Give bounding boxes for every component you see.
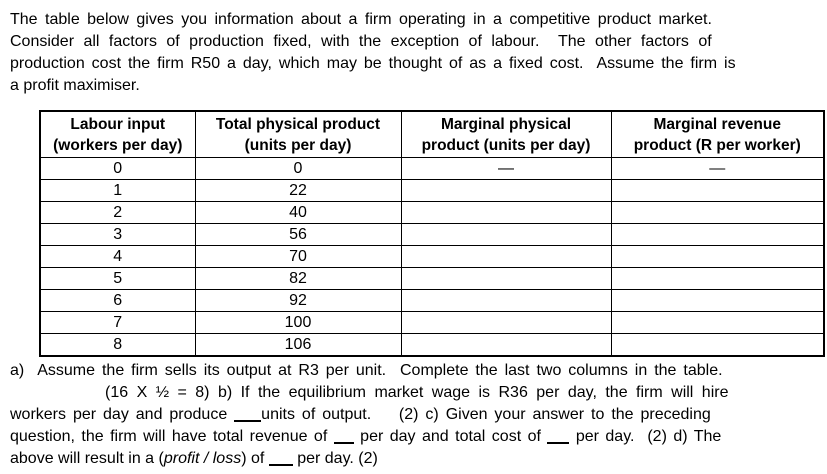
production-table: Labour input (workers per day) Total phys… bbox=[39, 110, 825, 357]
cell-marginal-revenue bbox=[610, 245, 825, 268]
question-d: above will result in a (profit / loss) o… bbox=[10, 448, 817, 470]
cell-labour-input: 5 bbox=[39, 267, 196, 290]
cell-labour-input: 3 bbox=[39, 223, 196, 246]
cell-marginal-product bbox=[400, 223, 612, 246]
question-b-continuation: workers per day and produce units of out… bbox=[10, 404, 817, 426]
intro-line-4: a profit maximiser. bbox=[10, 77, 140, 94]
header-line: (units per day) bbox=[244, 136, 352, 154]
header-line: Marginal physical bbox=[440, 115, 572, 133]
cell-labour-input: 7 bbox=[39, 311, 196, 334]
cell-labour-input: 4 bbox=[39, 245, 196, 268]
cell-total-product: 22 bbox=[194, 179, 402, 202]
cell-marginal-product bbox=[400, 201, 612, 224]
question-c: question, the firm will have total reven… bbox=[10, 426, 817, 448]
cell-marginal-product bbox=[400, 267, 612, 290]
question-a: a) Assume the firm sells its output at R… bbox=[10, 362, 723, 379]
question-text: ) of bbox=[241, 450, 269, 467]
col-header-labour-input: Labour input (workers per day) bbox=[39, 110, 196, 158]
cell-marginal-revenue: — bbox=[610, 157, 825, 180]
cell-marginal-revenue bbox=[610, 201, 825, 224]
table-row: 5 82 bbox=[39, 267, 825, 290]
header-line: Marginal revenue bbox=[653, 115, 782, 133]
cell-marginal-product bbox=[400, 245, 612, 268]
col-header-total-physical-product: Total physical product (units per day) bbox=[194, 110, 402, 158]
table-row: 6 92 bbox=[39, 289, 825, 312]
question-text: workers per day and produce bbox=[10, 406, 235, 423]
table-row: 7 100 bbox=[39, 311, 825, 334]
cell-labour-input: 2 bbox=[39, 201, 196, 224]
table-row: 1 22 bbox=[39, 179, 825, 202]
table-row: 3 56 bbox=[39, 223, 825, 246]
cell-total-product: 82 bbox=[194, 267, 402, 290]
fill-blank-units-of-output bbox=[234, 420, 262, 422]
cell-labour-input: 6 bbox=[39, 289, 196, 312]
intro-line-1: The table below gives you information ab… bbox=[10, 11, 712, 28]
cell-labour-input: 8 bbox=[39, 333, 196, 357]
col-header-marginal-physical-product: Marginal physical product (units per day) bbox=[400, 110, 612, 158]
question-text: per day and total cost of bbox=[353, 428, 548, 445]
cell-labour-input: 0 bbox=[39, 157, 196, 180]
cell-marginal-product bbox=[400, 179, 612, 202]
intro-line-3: production cost the firm R50 a day, whic… bbox=[10, 55, 736, 72]
cell-marginal-product: — bbox=[400, 157, 612, 180]
intro-paragraph: The table below gives you information ab… bbox=[10, 9, 817, 97]
question-text: question, the firm will have total reven… bbox=[10, 428, 334, 445]
col-header-marginal-revenue-product: Marginal revenue product (R per worker) bbox=[610, 110, 825, 158]
cell-marginal-product bbox=[400, 289, 612, 312]
cell-marginal-product bbox=[400, 311, 612, 334]
cell-total-product: 0 bbox=[194, 157, 402, 180]
cell-marginal-revenue bbox=[610, 223, 825, 246]
header-line: Labour input bbox=[70, 115, 166, 133]
table-row: 8 106 bbox=[39, 333, 825, 357]
cell-labour-input: 1 bbox=[39, 179, 196, 202]
question-b: (16 X ½ = 8) b) If the equilibrium marke… bbox=[105, 384, 729, 401]
table-row: 2 40 bbox=[39, 201, 825, 224]
cell-total-product: 92 bbox=[194, 289, 402, 312]
fill-blank-total-revenue bbox=[333, 442, 354, 444]
cell-marginal-product bbox=[400, 333, 612, 357]
cell-marginal-revenue bbox=[610, 311, 825, 334]
header-line: product (units per day) bbox=[421, 136, 591, 154]
cell-total-product: 70 bbox=[194, 245, 402, 268]
question-text: units of output. (2) c) Given your answe… bbox=[261, 406, 711, 423]
question-text: per day. (2) bbox=[292, 450, 378, 467]
table-row: 0 0 — — bbox=[39, 157, 825, 180]
cell-marginal-revenue bbox=[610, 179, 825, 202]
cell-total-product: 100 bbox=[194, 311, 402, 334]
cell-marginal-revenue bbox=[610, 267, 825, 290]
header-line: product (R per worker) bbox=[633, 136, 801, 154]
question-text: per day. (2) d) The bbox=[569, 428, 722, 445]
header-line: (workers per day) bbox=[53, 136, 183, 154]
cell-total-product: 40 bbox=[194, 201, 402, 224]
table-header-row: Labour input (workers per day) Total phys… bbox=[39, 110, 825, 158]
cell-marginal-revenue bbox=[610, 289, 825, 312]
profit-loss-italic: profit / loss bbox=[163, 450, 242, 467]
cell-marginal-revenue bbox=[610, 333, 825, 357]
fill-blank-total-cost bbox=[547, 442, 570, 444]
cell-total-product: 56 bbox=[194, 223, 402, 246]
questions-section: a) Assume the firm sells its output at R… bbox=[10, 360, 817, 470]
question-text: above will result in a ( bbox=[10, 450, 164, 467]
intro-line-2: Consider all factors of production fixed… bbox=[10, 33, 712, 50]
header-line: Total physical product bbox=[215, 115, 381, 133]
table-row: 4 70 bbox=[39, 245, 825, 268]
cell-total-product: 106 bbox=[194, 333, 402, 357]
fill-blank-profit-loss bbox=[268, 464, 293, 466]
